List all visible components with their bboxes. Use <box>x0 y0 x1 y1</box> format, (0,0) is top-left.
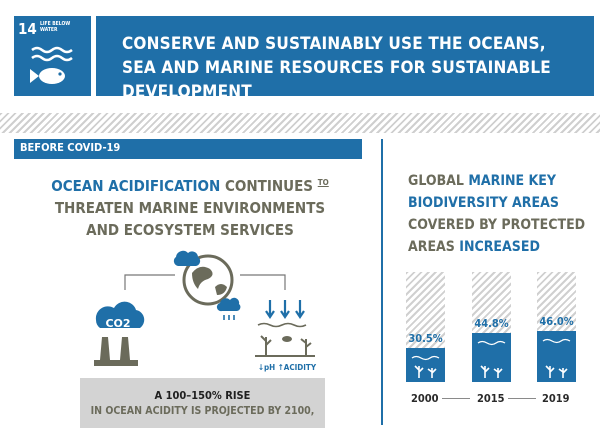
rise-callout: A 100–150% RISE IN OCEAN ACIDITY IS PROJ… <box>80 378 325 428</box>
headline-covered: COVERED BY PROTECTED AREAS <box>408 217 586 255</box>
bar-2019: 46.0% <box>537 272 576 382</box>
headline-emphasis: OCEAN ACIDIFICATION <box>51 177 221 195</box>
bar-2015: 44.8% <box>472 272 511 382</box>
coral-icon <box>477 340 506 378</box>
page-title: CONSERVE AND SUSTAINABLY USE THE OCEANS,… <box>122 34 551 102</box>
bar-label-2000: 30.5% <box>408 332 443 345</box>
section-tag: BEFORE COVID-19 <box>14 139 362 157</box>
svg-text:CO2: CO2 <box>105 317 130 330</box>
rise-headline: A 100–150% RISE <box>154 389 251 402</box>
rise-detail: IN OCEAN ACIDITY IS PROJECTED BY 2100, <box>90 405 315 417</box>
headline-areas: MARINE KEY BIODIVERSITY AREAS <box>408 173 559 211</box>
goal-name: LIFE BELOW WATER <box>40 21 71 33</box>
headline-connector: CONTINUES <box>220 177 318 195</box>
hatch-divider <box>0 113 600 133</box>
acidification-headline: OCEAN ACIDIFICATION CONTINUES TO THREATE… <box>40 172 340 241</box>
bar-label-2015: 44.8% <box>474 317 509 330</box>
headline-global: GLOBAL <box>408 173 469 189</box>
headline-rest: THREATEN MARINE ENVIRONMENTS AND ECOSYST… <box>54 199 326 239</box>
bar-fill-2000 <box>406 348 445 382</box>
factory-co2-icon: CO2 <box>94 301 145 366</box>
year-connector <box>442 398 470 399</box>
globe-cloud-icon <box>173 250 241 320</box>
title-banner: CONSERVE AND SUSTAINABLY USE THE OCEANS,… <box>96 16 594 102</box>
column-divider <box>381 139 383 425</box>
ph-acidity-icon <box>255 300 315 357</box>
coral-icon <box>411 355 440 378</box>
goal-number: 14 <box>18 20 37 38</box>
fish-icon <box>30 46 73 84</box>
year-label-2000: 2000 <box>411 392 439 405</box>
year-connector <box>508 398 536 399</box>
coral-icon <box>542 338 571 378</box>
bar-fill-2015 <box>472 333 511 382</box>
bar-2000: 30.5% <box>406 272 445 382</box>
headline-increased: INCREASED <box>459 239 540 255</box>
acidification-illustration: CO2 <box>94 250 315 366</box>
ph-acidity-label: ↓pH ↑ACIDITY <box>258 363 317 372</box>
bar-fill-2019 <box>537 331 576 382</box>
section-underline <box>14 157 362 159</box>
headline-to: TO <box>317 178 329 187</box>
year-label-2015: 2015 <box>477 392 505 405</box>
biodiversity-headline: GLOBAL MARINE KEY BIODIVERSITY AREAS COV… <box>408 170 593 258</box>
sdg-goal-badge: 14 LIFE BELOW WATER <box>14 16 91 96</box>
year-label-2019: 2019 <box>542 392 570 405</box>
bar-label-2019: 46.0% <box>539 315 574 328</box>
section-tag-label: BEFORE COVID-19 <box>20 141 121 154</box>
